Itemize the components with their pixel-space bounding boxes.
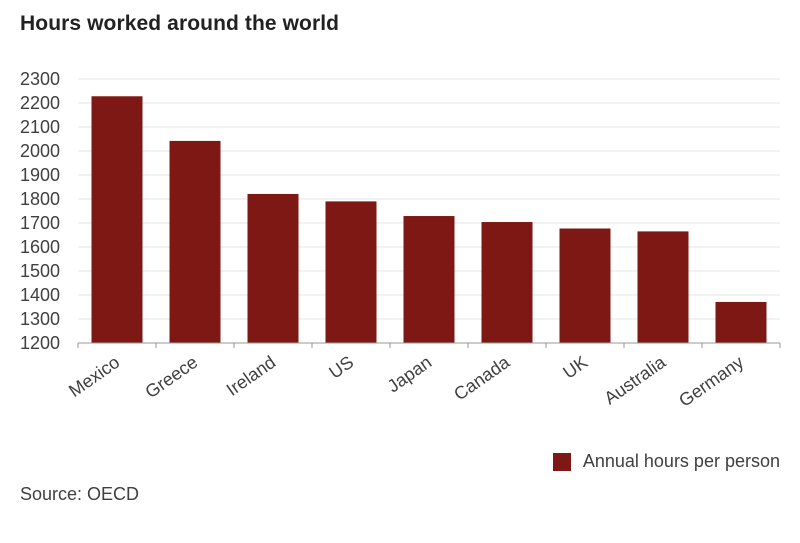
bar-australia [637,231,689,343]
y-tick-label: 2200 [20,93,60,113]
bar-greece [169,140,221,343]
y-tick-label: 1500 [20,261,60,281]
x-tick-label: UK [559,352,591,383]
legend-swatch [552,452,571,471]
x-tick-label: Japan [384,352,436,397]
bar-mexico [91,96,143,343]
y-tick-label: 2100 [20,117,60,137]
y-tick-label: 1700 [20,213,60,233]
y-tick-label: 1400 [20,285,60,305]
x-tick-label: Mexico [65,352,123,401]
y-tick-label: 1200 [20,333,60,353]
bar-canada [481,222,533,343]
y-tick-label: 1300 [20,309,60,329]
bar-ireland [247,193,299,343]
bar-japan [403,216,455,343]
y-tick-label: 1900 [20,165,60,185]
y-tick-label: 1800 [20,189,60,209]
x-tick-label: US [325,352,357,383]
x-tick-label: Canada [450,351,514,404]
x-tick-label: Australia [600,351,670,408]
x-tick-label: Ireland [223,352,280,400]
legend-label: Annual hours per person [582,451,780,471]
bar-us [325,201,377,343]
y-tick-label: 2300 [20,69,60,89]
bar-uk [559,228,611,343]
x-tick-label: Germany [675,352,747,411]
legend: Annual hours per person [552,451,780,472]
chart-title: Hours worked around the world [20,12,340,35]
source-note: Source: OECD [20,484,140,504]
bar-germany [715,301,767,343]
y-tick-label: 2000 [20,141,60,161]
y-tick-label: 1600 [20,237,60,257]
x-tick-label: Greece [141,352,201,402]
